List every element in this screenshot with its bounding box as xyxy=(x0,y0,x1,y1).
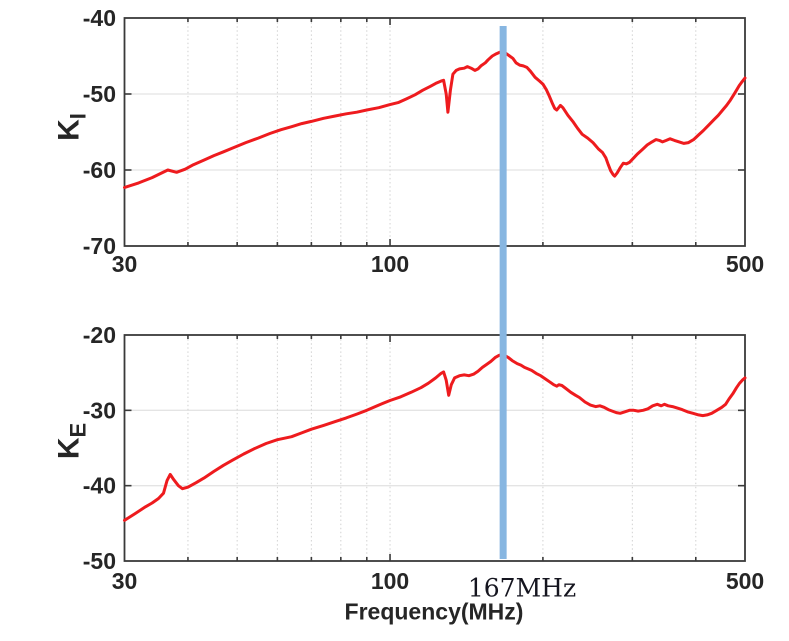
y-axis-label-ke-base: K xyxy=(52,437,86,460)
y-tick-label: -60 xyxy=(83,157,116,183)
y-axis-label-ki-base: K xyxy=(52,119,86,141)
y-axis-label-ke: KE xyxy=(52,422,91,460)
y-axis-label-ke-sub: E xyxy=(65,422,91,438)
x-tick-label: 100 xyxy=(371,251,409,277)
y-axis-label-ki: KI xyxy=(52,113,91,141)
x-tick-label: 500 xyxy=(726,568,764,594)
y-tick-label: -30 xyxy=(83,397,116,423)
ki-curve xyxy=(123,49,747,189)
axes-box xyxy=(123,334,746,562)
y-tick-label: -40 xyxy=(83,5,116,31)
annotation-label-167mhz: 167MHz xyxy=(467,573,577,603)
x-tick-label: 100 xyxy=(371,568,409,594)
x-tick-label: 500 xyxy=(726,251,764,277)
x-tick-label: 30 xyxy=(112,251,138,277)
y-tick-label: -20 xyxy=(83,322,116,348)
y-tick-label: -70 xyxy=(83,233,116,259)
y-tick-label: -40 xyxy=(83,473,116,499)
y-tick-label: -50 xyxy=(83,548,116,574)
axes-box xyxy=(123,17,746,247)
x-tick-label: 30 xyxy=(112,568,138,594)
x-axis-label: Frequency(MHz) xyxy=(344,598,524,625)
ke-curve xyxy=(123,353,747,522)
y-axis-label-ki-sub: I xyxy=(65,113,91,120)
y-tick-label: -50 xyxy=(83,81,116,107)
